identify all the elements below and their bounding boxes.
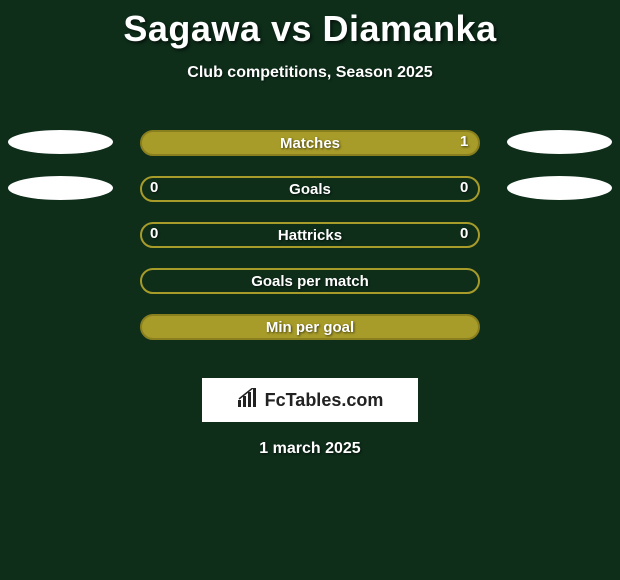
stat-label: Min per goal	[266, 319, 354, 336]
stat-row: Hattricks 0 0	[0, 222, 620, 268]
stat-right-value: 1	[460, 133, 468, 150]
stat-row: Min per goal	[0, 314, 620, 360]
logo-text: FcTables.com	[265, 390, 384, 411]
date-line: 1 march 2025	[0, 440, 620, 458]
stats-container: Matches 1 Goals 0 0 Hattricks 0 0 Goals per matc…	[0, 130, 620, 360]
page-title: Sagawa vs Diamanka	[0, 0, 620, 50]
stat-label: Goals per match	[251, 273, 369, 290]
stat-right-value: 0	[460, 225, 468, 242]
player-left-marker	[8, 176, 113, 200]
stat-label: Matches	[280, 135, 340, 152]
stat-bar: Goals per match	[140, 268, 480, 294]
logo-box: FcTables.com	[202, 378, 418, 422]
stat-bar: Min per goal	[140, 314, 480, 340]
page-subtitle: Club competitions, Season 2025	[0, 64, 620, 82]
stat-row: Goals per match	[0, 268, 620, 314]
stat-bar: Goals	[140, 176, 480, 202]
stat-left-value: 0	[150, 179, 158, 196]
stat-right-value: 0	[460, 179, 468, 196]
stat-bar: Hattricks	[140, 222, 480, 248]
player-left-marker	[8, 130, 113, 154]
chart-icon	[237, 388, 259, 413]
stat-row: Matches 1	[0, 130, 620, 176]
stat-label: Goals	[289, 181, 331, 198]
stat-label: Hattricks	[278, 227, 342, 244]
stat-row: Goals 0 0	[0, 176, 620, 222]
stat-bar: Matches	[140, 130, 480, 156]
stat-left-value: 0	[150, 225, 158, 242]
player-right-marker	[507, 176, 612, 200]
player-right-marker	[507, 130, 612, 154]
